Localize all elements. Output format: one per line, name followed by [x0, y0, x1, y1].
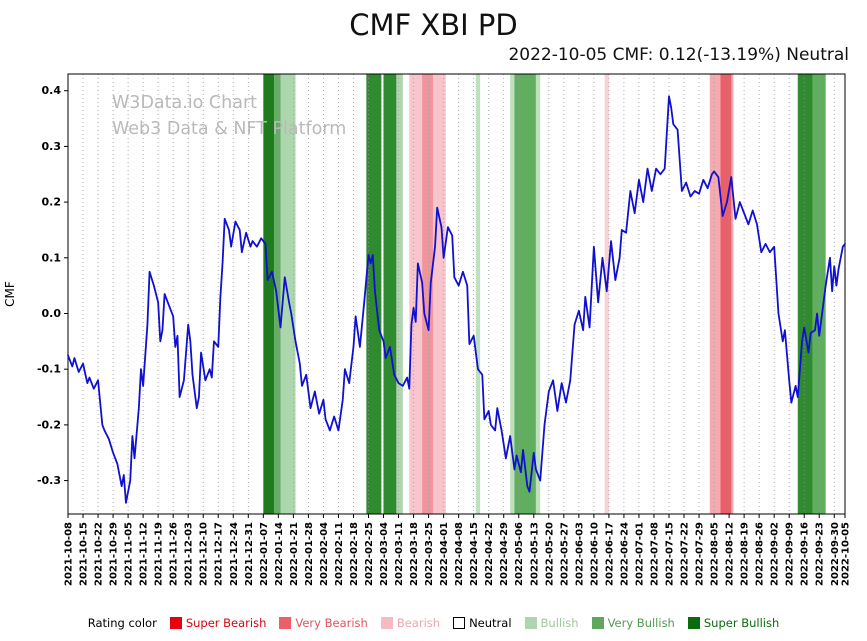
- legend-item-label: Super Bullish: [703, 616, 780, 630]
- svg-text:0.1: 0.1: [42, 251, 62, 264]
- svg-text:2022-07-22: 2022-07-22: [680, 522, 691, 586]
- svg-text:2022-05-20: 2022-05-20: [544, 522, 555, 586]
- svg-text:2022-01-07: 2022-01-07: [259, 522, 270, 586]
- svg-text:0.3: 0.3: [42, 140, 62, 153]
- svg-text:2022-03-04: 2022-03-04: [379, 522, 390, 586]
- svg-text:2021-10-29: 2021-10-29: [109, 522, 120, 586]
- svg-text:CMF: CMF: [3, 281, 17, 307]
- svg-text:2022-02-25: 2022-02-25: [364, 522, 375, 586]
- svg-text:2021-12-03: 2021-12-03: [184, 522, 195, 586]
- super-bearish-swatch-icon: [169, 617, 182, 629]
- svg-text:2022-09-23: 2022-09-23: [815, 522, 826, 586]
- very-bullish-swatch-icon: [591, 617, 604, 629]
- legend-caption: Rating color: [87, 616, 157, 630]
- svg-text:2022-07-29: 2022-07-29: [695, 522, 706, 586]
- legend-item: Super Bearish: [169, 616, 267, 630]
- svg-text:2021-12-10: 2021-12-10: [199, 522, 210, 586]
- legend-item-label: Bearish: [396, 616, 441, 630]
- chart-title: CMF XBI PD: [349, 8, 518, 42]
- svg-text:2022-01-21: 2022-01-21: [289, 522, 300, 586]
- svg-text:2021-10-15: 2021-10-15: [79, 522, 90, 586]
- svg-text:2021-10-08: 2021-10-08: [64, 522, 75, 586]
- super-bullish-swatch-icon: [687, 617, 700, 629]
- svg-text:2022-05-13: 2022-05-13: [529, 522, 540, 586]
- bullish-swatch-icon: [524, 617, 537, 629]
- chart-area: 2021-10-08 2021-10-15 2021-10-22 2021-10-29…: [0, 68, 867, 613]
- svg-text:2022-08-12: 2022-08-12: [725, 522, 736, 586]
- legend-item: Super Bullish: [687, 616, 780, 630]
- svg-text:2021-12-24: 2021-12-24: [229, 522, 240, 586]
- svg-text:2022-05-27: 2022-05-27: [559, 522, 570, 586]
- svg-text:2022-03-25: 2022-03-25: [424, 522, 435, 586]
- svg-text:0.2: 0.2: [42, 196, 62, 209]
- bearish-swatch-icon: [380, 617, 393, 629]
- svg-text:2022-07-01: 2022-07-01: [634, 522, 645, 586]
- svg-text:-0.2: -0.2: [37, 418, 61, 431]
- svg-text:0.4: 0.4: [42, 84, 62, 97]
- legend-item: Bullish: [524, 616, 579, 630]
- svg-text:2022-07-15: 2022-07-15: [664, 522, 675, 586]
- svg-text:2022-09-09: 2022-09-09: [785, 522, 796, 586]
- svg-text:2022-04-29: 2022-04-29: [499, 522, 510, 586]
- svg-text:2021-12-17: 2021-12-17: [214, 522, 225, 586]
- svg-text:-0.1: -0.1: [37, 363, 61, 376]
- svg-text:2022-04-15: 2022-04-15: [469, 522, 480, 586]
- svg-text:2022-02-11: 2022-02-11: [334, 522, 345, 586]
- svg-text:2022-05-06: 2022-05-06: [514, 522, 525, 586]
- svg-text:2022-03-11: 2022-03-11: [394, 522, 405, 586]
- svg-text:2022-02-18: 2022-02-18: [349, 522, 360, 586]
- svg-text:2021-11-12: 2021-11-12: [139, 522, 150, 586]
- svg-text:2021-12-31: 2021-12-31: [244, 522, 255, 586]
- svg-text:2022-01-14: 2022-01-14: [274, 522, 285, 586]
- svg-text:2022-08-26: 2022-08-26: [755, 522, 766, 586]
- legend-item: Bearish: [380, 616, 441, 630]
- svg-text:2022-06-10: 2022-06-10: [589, 522, 600, 586]
- svg-text:0.0: 0.0: [42, 307, 62, 320]
- legend-item-label: Bullish: [540, 616, 579, 630]
- legend-item-label: Very Bearish: [295, 616, 368, 630]
- neutral-swatch-icon: [453, 617, 466, 629]
- legend-item: Very Bullish: [591, 616, 675, 630]
- svg-text:2021-11-19: 2021-11-19: [154, 522, 165, 586]
- svg-text:2022-07-08: 2022-07-08: [649, 522, 660, 586]
- svg-text:2022-03-18: 2022-03-18: [409, 522, 420, 586]
- svg-text:2021-10-22: 2021-10-22: [94, 522, 105, 586]
- svg-text:2022-04-01: 2022-04-01: [439, 522, 450, 586]
- legend-item-label: Super Bearish: [185, 616, 267, 630]
- very-bearish-swatch-icon: [279, 617, 292, 629]
- chart-subtitle: 2022-10-05 CMF: 0.12(-13.19%) Neutral: [508, 45, 849, 65]
- svg-text:2022-09-02: 2022-09-02: [770, 522, 781, 586]
- svg-text:-0.3: -0.3: [37, 474, 61, 487]
- svg-text:2022-06-03: 2022-06-03: [574, 522, 585, 586]
- rating-legend: Rating color Super Bearish Very Bearish …: [0, 616, 867, 630]
- cmf-line-chart: 2021-10-08 2021-10-15 2021-10-22 2021-10-29…: [3, 73, 852, 586]
- legend-item: Very Bearish: [279, 616, 368, 630]
- legend-item-label: Very Bullish: [607, 616, 675, 630]
- svg-text:2022-02-04: 2022-02-04: [319, 522, 330, 586]
- svg-text:2022-06-17: 2022-06-17: [604, 522, 615, 586]
- svg-text:2022-08-19: 2022-08-19: [740, 522, 751, 586]
- legend-item: Neutral: [453, 616, 512, 630]
- svg-text:2021-11-26: 2021-11-26: [169, 522, 180, 586]
- svg-text:2022-04-22: 2022-04-22: [484, 522, 495, 586]
- svg-text:2022-04-08: 2022-04-08: [454, 522, 465, 586]
- svg-text:2022-06-24: 2022-06-24: [619, 522, 630, 586]
- svg-text:2022-08-05: 2022-08-05: [710, 522, 721, 586]
- svg-text:2022-09-16: 2022-09-16: [800, 522, 811, 586]
- svg-text:2022-09-30: 2022-09-30: [830, 522, 841, 586]
- svg-text:2022-10-05: 2022-10-05: [841, 522, 852, 586]
- legend-item-label: Neutral: [469, 616, 512, 630]
- svg-text:2021-11-05: 2021-11-05: [124, 522, 135, 586]
- svg-text:2022-01-28: 2022-01-28: [304, 522, 315, 586]
